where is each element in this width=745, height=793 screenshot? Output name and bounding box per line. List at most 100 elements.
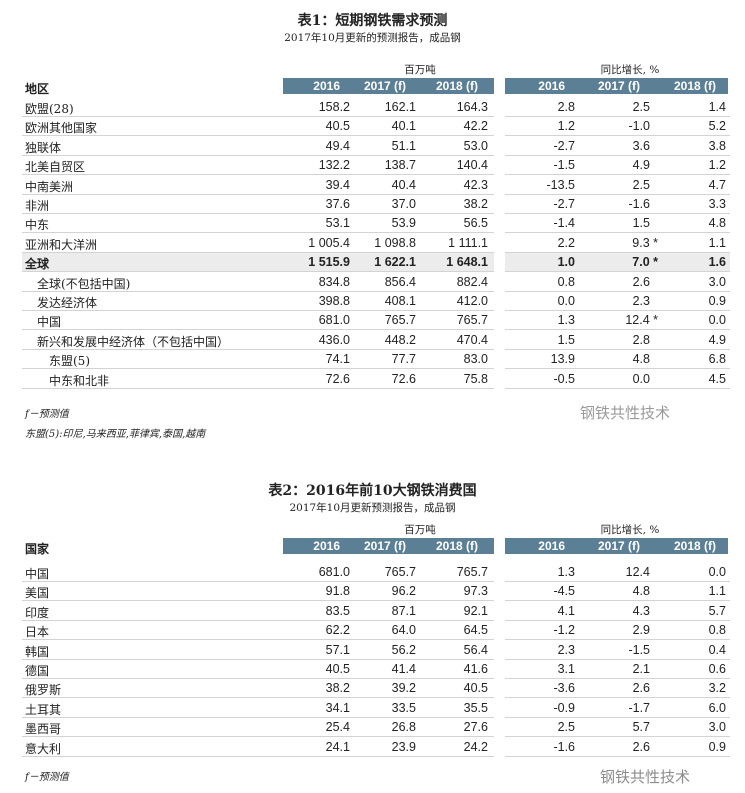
cell-value: -1.6 <box>553 739 575 754</box>
cell-value: 0.9 <box>708 294 726 308</box>
cell-value: 2.3 <box>632 294 650 308</box>
cell-value: 470.4 <box>456 332 488 347</box>
cell-value: 2.5 <box>632 100 650 114</box>
cell-value: 4.1 <box>557 603 575 618</box>
cell-value: 1 005.4 <box>308 235 350 250</box>
row-label: 韩国 <box>25 644 50 659</box>
cell-value: 1.0 <box>557 255 575 270</box>
cell-value: 3.0 <box>708 720 726 735</box>
table-row: 日本 62.2 64.0 64.5 -1.2 2.9 0.8 <box>22 621 730 641</box>
table-row: 中南美洲 39.4 40.4 42.3 -13.5 2.5 4.7 <box>22 176 730 195</box>
cell-value: 398.8 <box>318 294 350 308</box>
cell-value: 5.7 <box>708 603 726 618</box>
cell-value: 42.2 <box>463 119 488 134</box>
column-header: 2017 (f) <box>363 539 406 553</box>
cell-value: 51.1 <box>391 138 416 153</box>
cell-value: 40.4 <box>391 177 416 192</box>
cell-value: -0.9 <box>553 700 575 715</box>
cell-value: 1 098.8 <box>374 235 416 250</box>
cell-value: 1.3 <box>557 565 575 579</box>
row-label: 墨西哥 <box>25 722 62 737</box>
row-label: 欧盟(28) <box>25 102 74 116</box>
cell-value: 3.0 <box>708 274 726 289</box>
table-row: 亚洲和大洋洲 1 005.4 1 098.8 1 111.1 2.2 9.3 * 1.1 <box>22 234 730 253</box>
cell-value: -2.7 <box>553 138 575 153</box>
cell-value: 42.3 <box>463 177 488 192</box>
cell-value: 83.0 <box>463 352 488 367</box>
column-header: 2016 <box>538 539 565 553</box>
cell-value: -1.5 <box>628 642 650 657</box>
cell-value: 64.5 <box>463 623 488 638</box>
table-row: 中东 53.1 53.9 56.5 -1.4 1.5 4.8 <box>22 214 730 234</box>
cell-value: 4.3 <box>632 603 650 618</box>
table-row: 印度 83.5 87.1 92.1 4.1 4.3 5.7 <box>22 602 730 621</box>
cell-value: 40.1 <box>391 119 416 134</box>
row-label: 日本 <box>25 625 50 640</box>
cell-value: 0.0 <box>708 565 726 579</box>
table-row: 中国 681.0 765.7 765.7 1.3 12.4 0.0 <box>22 563 730 582</box>
cell-value: 7.0 * <box>632 255 658 270</box>
cell-value: 6.8 <box>708 352 726 367</box>
column-header: 2018 (f) <box>673 79 716 93</box>
cell-value: 75.8 <box>463 371 488 386</box>
cell-value: -1.4 <box>553 216 575 231</box>
cell-value: 4.5 <box>708 371 726 386</box>
cell-value: 0.8 <box>708 623 726 638</box>
cell-value: 0.9 <box>708 739 726 754</box>
unit-label: 百万吨 <box>404 64 436 76</box>
cell-value: 64.0 <box>391 623 416 638</box>
table-row: 东盟(5) 74.1 77.7 83.0 13.9 4.8 6.8 <box>22 350 730 370</box>
table-row: 欧盟(28) 158.2 162.1 164.3 2.8 2.5 1.4 <box>22 98 730 117</box>
cell-value: 681.0 <box>318 565 350 579</box>
cell-value: 40.5 <box>463 681 488 696</box>
cell-value: 33.5 <box>391 700 416 715</box>
table-row: 美国 91.8 96.2 97.3 -4.5 4.8 1.1 <box>22 582 730 602</box>
cell-value: 0.0 <box>708 313 726 328</box>
cell-value: 9.3 * <box>632 235 658 250</box>
cell-value: 140.4 <box>456 158 488 173</box>
table-title: 表1：短期钢铁需求预测 <box>297 13 448 29</box>
column-header: 2018 (f) <box>673 539 716 553</box>
cell-value: 41.6 <box>463 662 488 676</box>
cell-value: 39.4 <box>325 177 350 192</box>
cell-value: -1.0 <box>628 119 650 134</box>
cell-value: 91.8 <box>325 584 350 599</box>
cell-value: 1.2 <box>557 119 575 134</box>
cell-value: 53.1 <box>325 216 350 231</box>
cell-value: -1.2 <box>553 623 575 638</box>
cell-value: 35.5 <box>463 700 488 715</box>
row-label: 欧洲其他国家 <box>25 121 98 136</box>
cell-value: 41.4 <box>391 662 416 676</box>
cell-value: 4.8 <box>708 216 726 231</box>
cell-value: 3.2 <box>708 681 726 696</box>
cell-value: 765.7 <box>384 565 416 579</box>
cell-value: 1.5 <box>632 216 650 231</box>
cell-value: 26.8 <box>391 720 416 735</box>
row-label: 新兴和发展中经济体（不包括中国） <box>37 334 230 349</box>
cell-value: 2.8 <box>632 332 650 347</box>
cell-value: 1.2 <box>708 158 726 173</box>
cell-value: 56.5 <box>463 216 488 231</box>
cell-value: 681.0 <box>318 313 350 328</box>
cell-value: 40.5 <box>325 662 350 676</box>
table-row: 德国 40.5 41.4 41.6 3.1 2.1 0.6 <box>22 660 730 679</box>
cell-value: 12.4 * <box>625 313 658 328</box>
column-header: 2017 (f) <box>597 79 640 93</box>
table-title: 表2：2016年前10大钢铁消费国 <box>268 483 477 499</box>
cell-value: -1.7 <box>628 700 650 715</box>
cell-value: 412.0 <box>456 294 488 308</box>
cell-value: 0.0 <box>632 371 650 386</box>
header-bar-growth: 2016 2017 (f) 2018 (f) <box>505 538 728 554</box>
watermark: 钢铁共性技术 <box>580 404 671 422</box>
cell-value: 97.3 <box>463 584 488 599</box>
growth-label: 同比增长, % <box>600 524 660 536</box>
cell-value: 1.1 <box>708 584 726 599</box>
row-label: 非洲 <box>25 199 50 213</box>
cell-value: -4.5 <box>553 584 575 599</box>
cell-value: 2.2 <box>557 235 575 250</box>
cell-value: 5.2 <box>708 119 726 134</box>
cell-value: 37.6 <box>325 197 350 211</box>
row-label: 东盟(5) <box>49 354 90 369</box>
row-label: 中东和北非 <box>49 373 110 388</box>
footnote: f－预测值 <box>25 409 69 420</box>
